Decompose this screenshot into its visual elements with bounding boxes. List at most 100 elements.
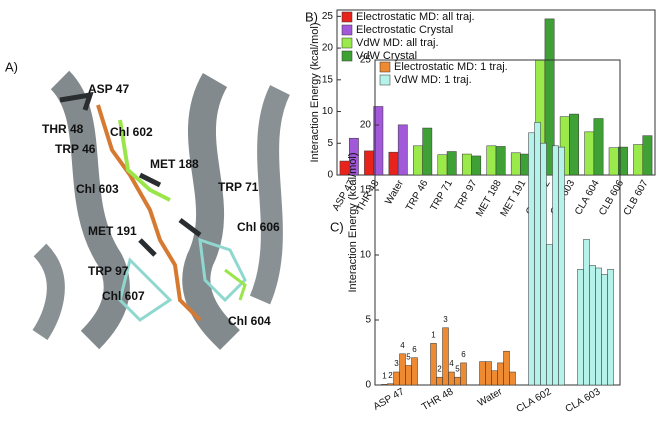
- bar: [381, 384, 388, 386]
- x-tick-label: TRP 97: [453, 178, 480, 213]
- structure-label: TRP 46: [55, 142, 96, 156]
- bar: [584, 131, 595, 176]
- bar: [422, 127, 433, 176]
- x-tick-label: TRP 46: [404, 178, 431, 213]
- bar: [397, 124, 408, 176]
- structure-label: Chl 603: [76, 182, 119, 196]
- legend-swatch: [379, 61, 391, 73]
- bar-label: 3: [443, 315, 448, 324]
- bar: [495, 146, 506, 176]
- bar: [497, 362, 504, 386]
- y-tick-label: 15: [322, 74, 334, 85]
- x-tick-label: CLA 603: [564, 386, 603, 415]
- structure-label: Chl 604: [228, 314, 271, 328]
- y-axis-label: Interaction Energy (kcal/mol): [309, 23, 321, 163]
- bar: [642, 135, 653, 176]
- bar: [491, 370, 498, 386]
- structure-label: TRP 97: [88, 264, 129, 278]
- structure-label: Chl 602: [110, 125, 153, 139]
- legend-swatch: [341, 37, 353, 49]
- bar-label: 3: [394, 359, 399, 368]
- bar: [405, 365, 412, 386]
- bar: [607, 269, 614, 386]
- legend-swatch: [341, 50, 353, 62]
- bar-label: 1: [382, 371, 387, 380]
- bar: [509, 371, 516, 386]
- bar: [503, 350, 510, 386]
- y-tick-label: 0: [327, 170, 333, 181]
- structure-label: ASP 47: [88, 82, 129, 96]
- bar-label: 2: [437, 364, 442, 373]
- legend-label: Electrostatic MD: all traj.: [356, 11, 475, 23]
- bar: [436, 376, 443, 386]
- y-tick-label: 25: [360, 55, 372, 66]
- bar: [479, 361, 486, 386]
- bar-label: 4: [449, 359, 454, 368]
- legend-label: VdW MD: all traj.: [356, 37, 439, 49]
- bar: [528, 132, 535, 386]
- structure-label: TRP 71: [218, 180, 259, 194]
- bar: [446, 151, 457, 176]
- bar-label: 4: [400, 341, 405, 350]
- bar: [486, 145, 497, 176]
- bar-label: 5: [406, 353, 411, 362]
- bar: [442, 327, 449, 386]
- structure-label: THR 48: [42, 122, 84, 136]
- x-tick-label: Water: [476, 386, 505, 409]
- bar: [437, 154, 448, 176]
- bar: [633, 144, 644, 176]
- x-tick-label: THR 48: [420, 386, 456, 413]
- bar-label: 6: [461, 350, 466, 359]
- bar: [593, 118, 604, 176]
- legend-swatch: [341, 24, 353, 36]
- bar-label: 2: [388, 371, 393, 380]
- panel-label: B): [305, 9, 318, 24]
- bar: [558, 146, 565, 386]
- bar: [364, 150, 374, 176]
- bar: [388, 151, 399, 176]
- bar: [577, 269, 584, 386]
- structure-label: MET 188: [150, 157, 199, 171]
- y-tick-label: 10: [322, 106, 334, 117]
- bar: [387, 383, 394, 386]
- x-tick-label: Water: [383, 178, 406, 207]
- x-tick-label: ASP 47: [372, 386, 407, 413]
- bar: [510, 152, 521, 176]
- structure-label: MET 191: [88, 224, 137, 238]
- bar: [348, 137, 359, 176]
- x-tick-label: TRP 71: [429, 178, 456, 213]
- bar: [485, 361, 492, 386]
- bar: [399, 353, 406, 386]
- bar-label: 5: [455, 364, 460, 373]
- bar: [583, 239, 590, 386]
- legend-label: VdW Crystal: [356, 50, 417, 62]
- y-tick-label: 5: [327, 138, 333, 149]
- bar: [608, 147, 619, 176]
- bar: [595, 267, 602, 386]
- y-tick-label: 10: [360, 250, 372, 261]
- bar: [589, 265, 596, 386]
- bar: [460, 362, 467, 386]
- bar: [393, 371, 400, 386]
- bar: [540, 142, 547, 386]
- structure-label: Chl 606: [237, 220, 280, 234]
- y-tick-label: 25: [322, 11, 334, 22]
- bar-label: 1: [431, 331, 436, 340]
- panel-label: C): [330, 219, 344, 234]
- bar-label: 6: [412, 345, 417, 354]
- structure-label: Chl 607: [102, 289, 145, 303]
- x-tick-label: CLA 602: [515, 386, 554, 415]
- legend-label: VdW MD: 1 traj.: [394, 74, 472, 86]
- bar: [413, 145, 423, 176]
- y-tick-label: 20: [322, 43, 334, 54]
- bar: [373, 106, 384, 176]
- bar: [601, 274, 608, 386]
- bar: [552, 145, 559, 386]
- legend-label: Electrostatic Crystal: [356, 24, 453, 36]
- panel-a-image: [32, 70, 295, 350]
- bar: [448, 371, 455, 386]
- bar: [618, 146, 628, 176]
- legend-label: Electrostatic MD: 1 traj.: [394, 61, 508, 73]
- bar: [546, 244, 553, 386]
- y-axis-label: Interaction Energy (kcal/mol): [347, 153, 359, 293]
